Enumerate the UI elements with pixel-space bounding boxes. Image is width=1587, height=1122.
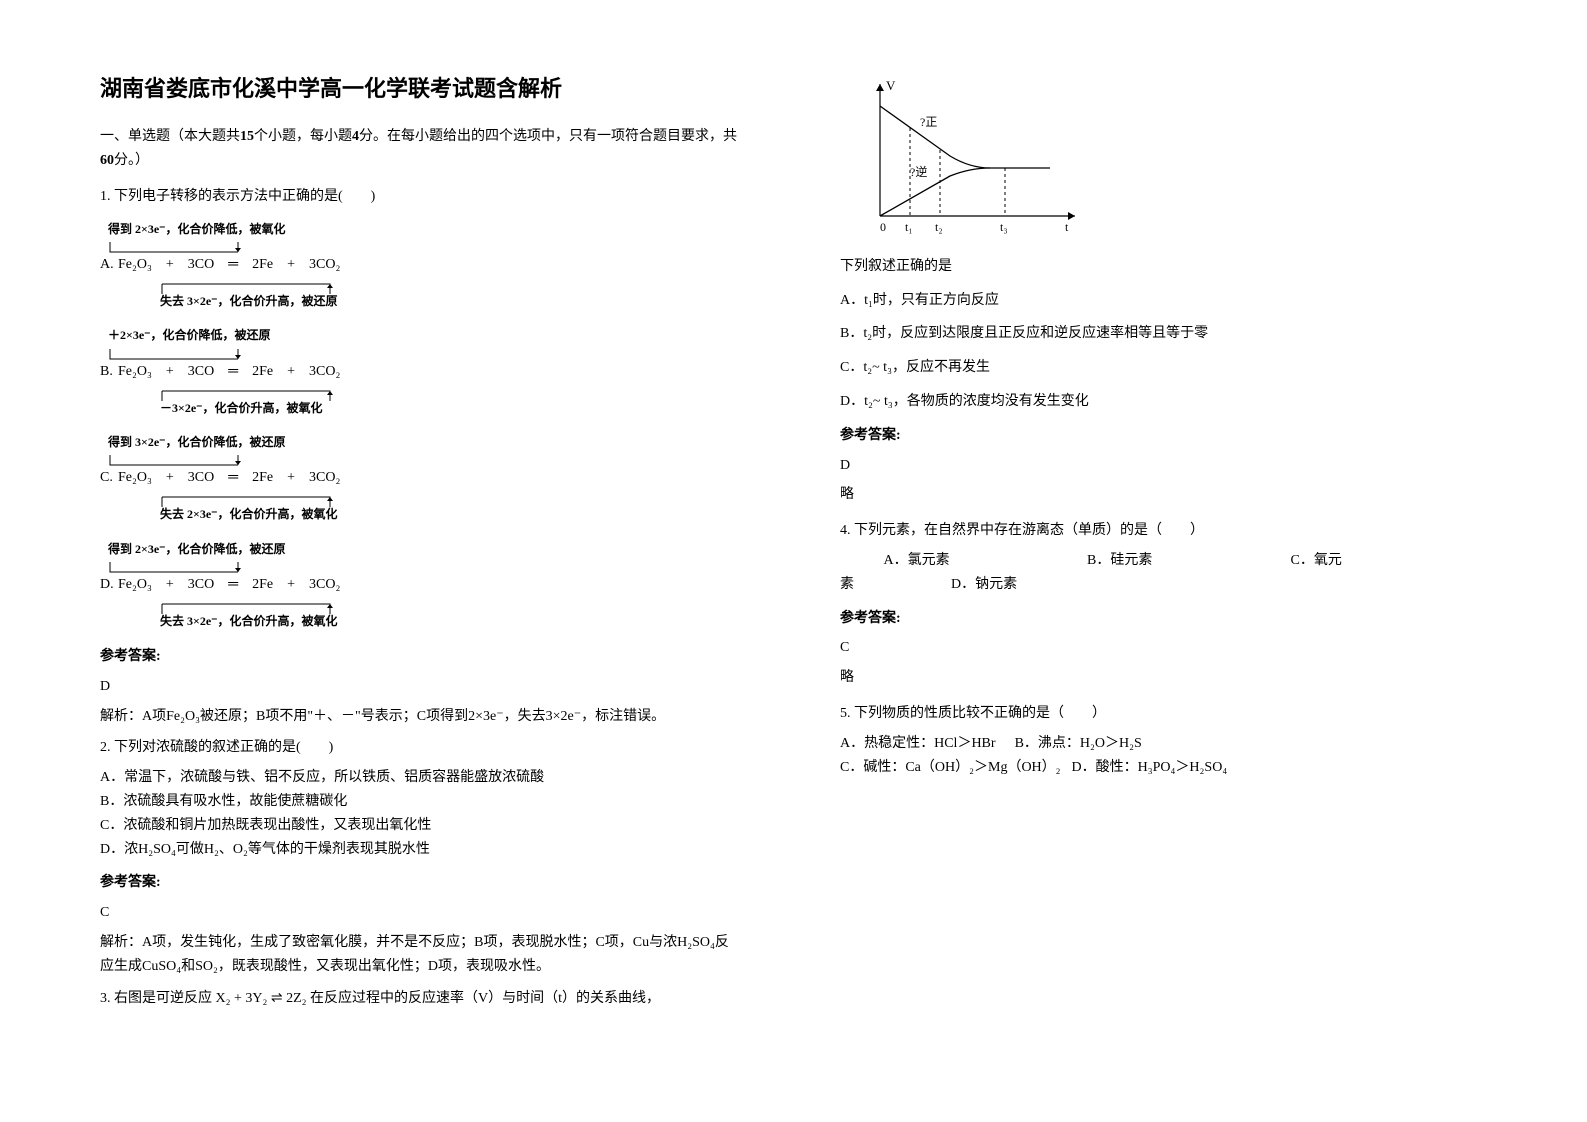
q5-option-b: B．沸点：H₂O＞H₂S (1015, 736, 1142, 751)
q4-stem: 4. 下列元素，在自然界中存在游离态（单质）的是（ ） (840, 519, 1480, 543)
q1b-top-bracket (108, 346, 460, 358)
q1c-top-note: 得到 3×2e⁻，化合价降低，被还原 (108, 432, 460, 452)
forward-curve-label: ?正 (920, 115, 937, 129)
q2-option-a: A．常温下，浓硫酸与铁、铝不反应，所以铁质、铝质容器能盛放浓硫酸 (100, 766, 740, 790)
q5-row1: A．热稳定性：HCl＞HBr B．沸点：H₂O＞H₂S (840, 732, 1480, 756)
q1-stem: 1. 下列电子转移的表示方法中正确的是( ) (100, 185, 740, 209)
q5-option-c: C．碱性：Ca（OH）₂＞Mg（OH）₂ (840, 760, 1061, 775)
q1c-bot-note: 失去 2×3e⁻，化合价升高，被氧化 (160, 504, 460, 524)
q3-graph: V ?正 ?逆 0 t₁ t₂ t₃ t (860, 76, 1480, 245)
svg-text:t: t (1065, 220, 1069, 234)
q4-option-d: D．钠元素 (951, 577, 1017, 592)
q2-explanation: 解析：A项，发生钝化，生成了致密氧化膜，并不是不反应；B项，表现脱水性；C项，C… (100, 931, 740, 979)
q1-option-c: 得到 3×2e⁻，化合价降低，被还原 C.Fe₂O₃ + 3CO ═ 2Fe +… (100, 432, 460, 525)
q5-row2: C．碱性：Ca（OH）₂＞Mg（OH）₂ D．酸性：H₃PO₄＞H₂SO₄ (840, 756, 1480, 780)
q4-explanation: 略 (840, 666, 1480, 690)
q5-option-a: A．热稳定性：HCl＞HBr (840, 736, 996, 751)
q3-answer: D (840, 454, 1480, 478)
q1-option-b: ＋2×3e⁻，化合价降低，被还原 B.Fe₂O₃ + 3CO ═ 2Fe + 3… (100, 325, 460, 418)
y-axis-label: V (886, 78, 896, 93)
q1-option-a: 得到 2×3e⁻，化合价降低，被氧化 A.Fe₂O₃ + 3CO ═ 2Fe +… (100, 219, 460, 312)
q5-stem: 5. 下列物质的性质比较不正确的是（ ） (840, 702, 1480, 726)
q1d-bot-bracket (160, 599, 460, 611)
right-column: V ?正 ?逆 0 t₁ t₂ t₃ t 下列叙述正确的是 A．t (840, 70, 1480, 1016)
q4-option-c-part2: 素 (840, 577, 854, 592)
q3-option-b: B．t₂时，反应到达限度且正反应和逆反应速率相等且等于零 (840, 322, 1480, 346)
q1c-formula: C.Fe₂O₃ + 3CO ═ 2Fe + 3CO₂ (100, 466, 460, 490)
page-title: 湖南省娄底市化溪中学高一化学联考试题含解析 (100, 70, 740, 107)
q4-options-row2: 素 D．钠元素 (840, 573, 1480, 597)
q1d-top-note: 得到 2×3e⁻，化合价降低，被还原 (108, 539, 460, 559)
q2-stem: 2. 下列对浓硫酸的叙述正确的是( ) (100, 736, 740, 760)
q4-answer: C (840, 636, 1480, 660)
q4-options-row: A．氯元素 B．硅元素 C．氧元 (840, 549, 1480, 573)
q1-answer: D (100, 675, 740, 699)
q1c-top-bracket (108, 452, 460, 464)
q2-option-b: B．浓硫酸具有吸水性，故能使蔗糖碳化 (100, 790, 740, 814)
q1a-bot-note: 失去 3×2e⁻，化合价升高，被还原 (160, 291, 460, 311)
q1d-top-bracket (108, 559, 460, 571)
q1-explanation: 解析：A项Fe₂O₃被还原；B项不用"＋、－"号表示；C项得到2×3e⁻，失去3… (100, 705, 740, 729)
q1b-bot-bracket (160, 386, 460, 398)
svg-text:0: 0 (880, 220, 886, 234)
q1b-top-note: ＋2×3e⁻，化合价降低，被还原 (108, 325, 460, 345)
q4-option-b: B．硅元素 (1087, 549, 1287, 573)
q2-answer-label: 参考答案: (100, 871, 740, 895)
q1b-formula: B.Fe₂O₃ + 3CO ═ 2Fe + 3CO₂ (100, 360, 460, 384)
q1a-top-bracket (108, 239, 460, 251)
rate-time-chart-icon: V ?正 ?逆 0 t₁ t₂ t₃ t (860, 76, 1090, 236)
q1c-bot-bracket (160, 492, 460, 504)
q5-option-d: D．酸性：H₃PO₄＞H₂SO₄ (1072, 760, 1228, 775)
q3-substem: 下列叙述正确的是 (840, 255, 1480, 279)
q2-answer: C (100, 901, 740, 925)
svg-text:t₂: t₂ (935, 220, 943, 234)
q1a-bot-bracket (160, 279, 460, 291)
q1-answer-label: 参考答案: (100, 645, 740, 669)
q3-answer-label: 参考答案: (840, 424, 1480, 448)
q4-option-c-part1: C．氧元 (1291, 553, 1342, 568)
q1b-bot-note: －3×2e⁻，化合价升高，被氧化 (160, 398, 460, 418)
q1a-formula: A.Fe₂O₃ + 3CO ═ 2Fe + 3CO₂ (100, 253, 460, 277)
q3-explanation: 略 (840, 483, 1480, 507)
q4-answer-label: 参考答案: (840, 607, 1480, 631)
svg-text:t₁: t₁ (905, 220, 913, 234)
q1d-formula: D.Fe₂O₃ + 3CO ═ 2Fe + 3CO₂ (100, 573, 460, 597)
q1a-top-note: 得到 2×3e⁻，化合价降低，被氧化 (108, 219, 460, 239)
q3-option-a: A．t₁时，只有正方向反应 (840, 289, 1480, 313)
q1d-bot-note: 失去 3×2e⁻，化合价升高，被氧化 (160, 611, 460, 631)
q4-option-a: A．氯元素 (884, 549, 1084, 573)
left-column: 湖南省娄底市化溪中学高一化学联考试题含解析 一、单选题（本大题共15个小题，每小… (100, 70, 740, 1016)
q2-option-d: D．浓H₂SO₄可做H₂、O₂等气体的干燥剂表现其脱水性 (100, 838, 740, 862)
section-heading: 一、单选题（本大题共15个小题，每小题4分。在每小题给出的四个选项中，只有一项符… (100, 125, 740, 173)
q2-option-c: C．浓硫酸和铜片加热既表现出酸性，又表现出氧化性 (100, 814, 740, 838)
q3-stem: 3. 右图是可逆反应 X₂ + 3Y₂ ⇌ 2Z₂ 在反应过程中的反应速率（V）… (100, 987, 740, 1011)
reverse-curve-label: ?逆 (910, 164, 927, 179)
q3-option-c: C．t₂~ t₃，反应不再发生 (840, 356, 1480, 380)
q1-option-d: 得到 2×3e⁻，化合价降低，被还原 D.Fe₂O₃ + 3CO ═ 2Fe +… (100, 539, 460, 632)
svg-text:t₃: t₃ (1000, 220, 1008, 234)
q3-option-d: D．t₂~ t₃，各物质的浓度均没有发生变化 (840, 390, 1480, 414)
